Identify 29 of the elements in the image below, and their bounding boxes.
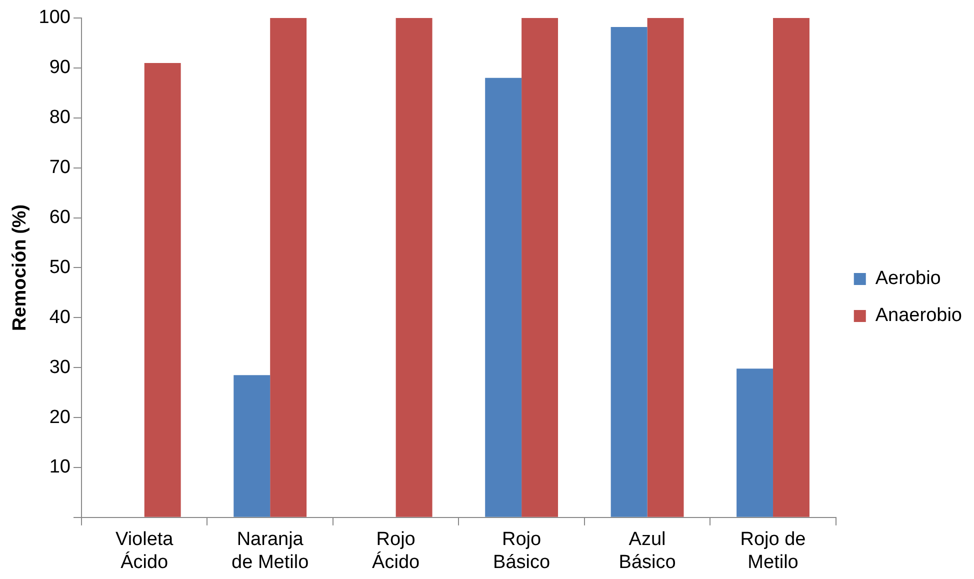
- y-tick-label: 10: [49, 456, 70, 478]
- bar: [647, 18, 684, 517]
- y-tick-label: 40: [49, 306, 70, 328]
- x-tick-label: Rojo Básico: [493, 529, 550, 573]
- y-tick-label: 90: [49, 57, 70, 78]
- bar: [610, 26, 648, 517]
- x-tick-label: Naranja de Metilo: [232, 529, 309, 573]
- bar: [485, 78, 522, 517]
- bar: [522, 18, 558, 517]
- bar: [773, 18, 810, 517]
- legend-label: Anaerobio: [875, 305, 962, 326]
- y-tick-label: 100: [38, 7, 70, 28]
- y-tick-label: 80: [49, 107, 70, 128]
- y-tick-label: 60: [49, 206, 70, 228]
- bar: [234, 375, 270, 517]
- x-tick-label: Azul Básico: [618, 529, 676, 573]
- y-tick-label: 50: [49, 256, 70, 278]
- bar: [144, 62, 181, 517]
- x-tick-label: Rojo Ácido: [372, 529, 420, 573]
- bar: [736, 368, 774, 517]
- bar: [270, 18, 307, 517]
- y-tick-label: 30: [49, 356, 70, 378]
- x-tick-label: Rojo de Metilo: [740, 529, 806, 573]
- y-tick-label: 20: [49, 406, 70, 428]
- legend-label: Aerobio: [875, 268, 941, 290]
- y-tick-label: 70: [49, 157, 70, 178]
- y-axis-title: Remoción (%): [10, 204, 31, 332]
- x-tick-label: Violeta Ácido: [115, 529, 174, 573]
- bar: [396, 18, 432, 517]
